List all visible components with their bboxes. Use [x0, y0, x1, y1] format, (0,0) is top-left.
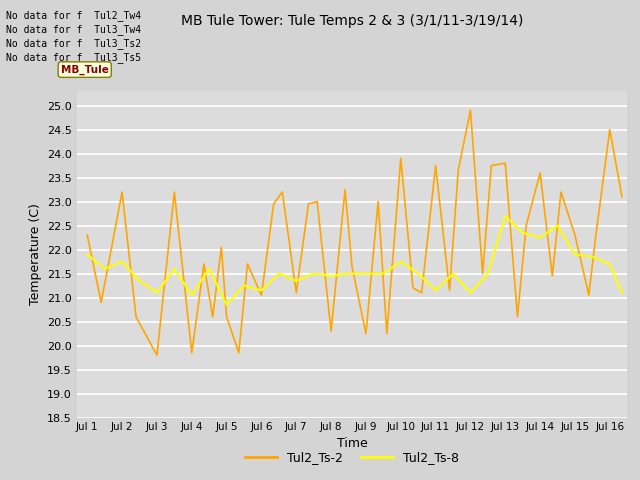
Tul2_Ts-2 [235, 350, 243, 356]
Tul2_Ts-8 [292, 278, 300, 284]
Tul2_Ts-8 [327, 273, 335, 279]
Tul2_Ts-2 [327, 328, 335, 334]
Tul2_Ts-8 [240, 283, 248, 288]
Tul2_Ts-8 [449, 271, 457, 276]
Tul2_Ts-8 [589, 254, 596, 260]
Line: Tul2_Ts-8: Tul2_Ts-8 [87, 216, 622, 305]
Tul2_Ts-2 [223, 314, 230, 320]
Tul2_Ts-2 [501, 160, 509, 166]
Tul2_Ts-2 [305, 201, 312, 207]
Tul2_Ts-2 [362, 331, 370, 336]
Tul2_Ts-2 [409, 285, 417, 291]
Tul2_Ts-2 [467, 108, 474, 113]
Tul2_Ts-2 [454, 168, 462, 173]
Tul2_Ts-8 [153, 290, 161, 296]
Tul2_Ts-2 [244, 261, 252, 267]
Tul2_Ts-8 [414, 271, 422, 276]
Tul2_Ts-2 [218, 244, 225, 250]
Tul2_Ts-8 [223, 302, 230, 308]
Tul2_Ts-2 [522, 223, 530, 228]
Tul2_Ts-8 [536, 235, 544, 240]
Tul2_Ts-2 [292, 290, 300, 296]
Tul2_Ts-2 [488, 163, 495, 168]
Tul2_Ts-8 [362, 271, 370, 276]
Tul2_Ts-2 [618, 194, 626, 200]
Tul2_Ts-2 [209, 314, 216, 320]
Tul2_Ts-8 [83, 252, 91, 257]
Tul2_Ts-2 [592, 232, 600, 238]
Tul2_Ts-8 [380, 271, 387, 276]
Tul2_Ts-2 [118, 189, 126, 195]
Tul2_Ts-2 [383, 331, 390, 336]
Tul2_Ts-8 [170, 266, 178, 272]
Tul2_Ts-2 [479, 271, 486, 276]
Tul2_Ts-8 [519, 230, 527, 236]
Tul2_Ts-8 [118, 259, 126, 264]
Tul2_Ts-2 [341, 187, 349, 192]
Tul2_Ts-8 [136, 278, 143, 284]
Tul2_Ts-2 [97, 300, 105, 305]
Tul2_Ts-2 [314, 199, 321, 204]
Line: Tul2_Ts-2: Tul2_Ts-2 [87, 110, 622, 355]
Tul2_Ts-2 [83, 232, 91, 238]
Tul2_Ts-2 [418, 290, 426, 296]
Tul2_Ts-2 [585, 292, 593, 298]
Tul2_Ts-8 [467, 290, 474, 296]
Tul2_Ts-2 [270, 201, 278, 207]
Text: MB Tule Tower: Tule Temps 2 & 3 (3/1/11-3/19/14): MB Tule Tower: Tule Temps 2 & 3 (3/1/11-… [181, 14, 523, 28]
Tul2_Ts-8 [432, 288, 440, 293]
Tul2_Ts-2 [188, 350, 196, 356]
Tul2_Ts-2 [200, 261, 208, 267]
Tul2_Ts-2 [348, 264, 356, 269]
Tul2_Ts-2 [548, 273, 556, 279]
Y-axis label: Temperature (C): Temperature (C) [29, 204, 42, 305]
Tul2_Ts-2 [278, 189, 286, 195]
Tul2_Ts-8 [310, 271, 317, 276]
Tul2_Ts-8 [188, 292, 196, 298]
Tul2_Ts-8 [554, 223, 561, 228]
Tul2_Ts-8 [606, 261, 614, 267]
Legend: Tul2_Ts-2, Tul2_Ts-8: Tul2_Ts-2, Tul2_Ts-8 [241, 446, 463, 469]
Tul2_Ts-8 [618, 290, 626, 296]
Tul2_Ts-8 [345, 271, 353, 276]
Tul2_Ts-2 [170, 189, 178, 195]
Tul2_Ts-8 [101, 266, 109, 272]
Tul2_Ts-2 [257, 292, 265, 298]
Tul2_Ts-2 [571, 232, 579, 238]
Tul2_Ts-8 [397, 259, 404, 264]
Tul2_Ts-8 [275, 271, 283, 276]
Tul2_Ts-8 [205, 266, 213, 272]
Tul2_Ts-2 [557, 189, 565, 195]
Tul2_Ts-2 [514, 314, 522, 320]
Tul2_Ts-2 [132, 314, 140, 320]
Tul2_Ts-2 [374, 199, 382, 204]
Tul2_Ts-8 [571, 252, 579, 257]
Tul2_Ts-2 [397, 156, 404, 161]
Tul2_Ts-8 [484, 271, 492, 276]
Text: No data for f  Tul2_Tw4
No data for f  Tul3_Tw4
No data for f  Tul3_Ts2
No data : No data for f Tul2_Tw4 No data for f Tul… [6, 10, 141, 63]
Tul2_Ts-8 [501, 213, 509, 219]
X-axis label: Time: Time [337, 437, 367, 450]
Tul2_Ts-8 [257, 288, 265, 293]
Tul2_Ts-2 [445, 288, 453, 293]
Tul2_Ts-2 [153, 352, 161, 358]
Tul2_Ts-2 [606, 127, 614, 132]
Tul2_Ts-2 [432, 163, 440, 168]
Tul2_Ts-2 [536, 170, 544, 176]
Text: MB_Tule: MB_Tule [61, 64, 109, 75]
